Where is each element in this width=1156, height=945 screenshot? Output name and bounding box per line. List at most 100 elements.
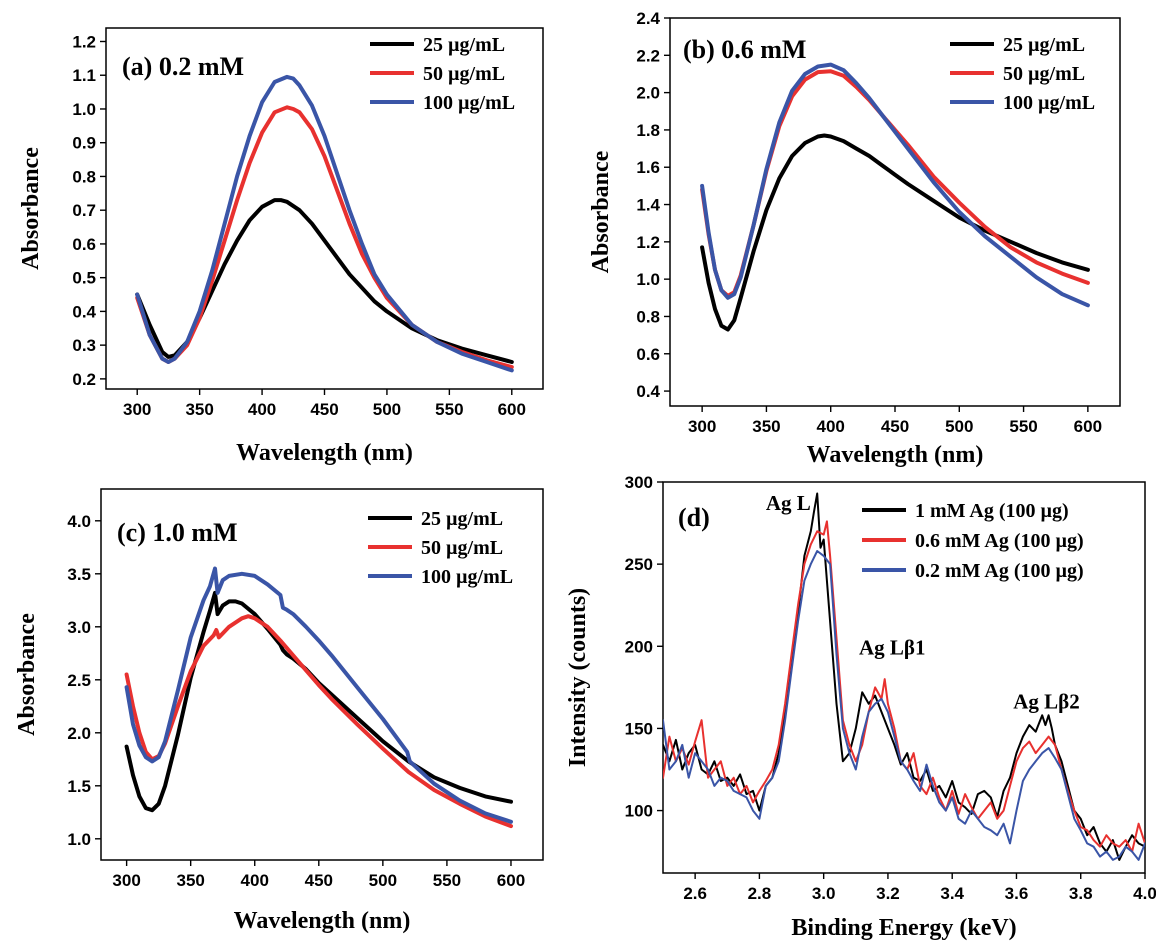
chart-panel-d: 2.6 2.8 3.0 3.2 3.4 3.6 3.8 4.0 100 150 200 250 300 B…: [565, 473, 1156, 941]
x-tick-label: 600: [497, 871, 525, 890]
x-axis-label: Wavelength (nm): [807, 442, 984, 468]
x-axis-label: Wavelength (nm): [234, 908, 411, 934]
y-tick-label: 1.2: [72, 32, 96, 51]
x-tick-label: 450: [305, 871, 333, 890]
y-tick-label: 0.4: [636, 382, 660, 401]
x-tick-label: 3.6: [1005, 884, 1029, 903]
y-tick-label: 1.1: [72, 66, 96, 85]
x-tick-label: 3.8: [1069, 884, 1093, 903]
y-tick-label: 0.7: [72, 201, 96, 220]
y-axis-label: Absorbance: [14, 613, 40, 736]
legend-label: 25 µg/mL: [1003, 34, 1085, 56]
series-line-d-0: [663, 492, 1145, 861]
x-tick-label: 550: [433, 871, 461, 890]
y-tick-label: 1.0: [67, 830, 91, 849]
y-tick-label: 1.2: [636, 233, 660, 252]
x-tick-label: 3.0: [812, 884, 836, 903]
x-tick-label: 400: [817, 417, 845, 436]
x-tick-label: 500: [373, 400, 401, 419]
y-tick-label: 2.5: [67, 671, 91, 690]
x-tick-label: 2.8: [748, 884, 772, 903]
x-tick-label: 300: [112, 871, 140, 890]
x-tick-label: 300: [123, 400, 151, 419]
x-tick-label: 450: [881, 417, 909, 436]
y-tick-label: 1.4: [636, 196, 660, 215]
y-tick-label: 0.8: [72, 167, 96, 186]
chart-panel-c: 300 350 400 450 500 550 600 1.0 1.5 2.0 2.5 3.0 3.5 4…: [14, 488, 544, 934]
legend-label: 100 µg/mL: [423, 92, 515, 114]
y-tick-label: 100: [625, 802, 653, 821]
series-line-b-2: [700, 62, 1090, 308]
x-tick-label: 600: [1074, 417, 1102, 436]
y-axis-label: Intensity (counts): [565, 588, 591, 767]
x-tick-label: 500: [945, 417, 973, 436]
x-tick-label: 350: [752, 417, 780, 436]
y-tick-label: 0.6: [636, 345, 660, 364]
series-line-c-0: [124, 590, 513, 813]
y-axis-label: Absorbance: [588, 150, 614, 273]
y-tick-label: 0.3: [72, 336, 96, 355]
legend-label: 25 µg/mL: [421, 508, 503, 530]
panel-title: (d): [678, 503, 710, 532]
plot-frame: [100, 488, 544, 861]
legend-label: 0.6 mM Ag (100 µg): [915, 530, 1084, 552]
series-line-a-2: [135, 74, 514, 373]
chart-panel-b: 300 350 400 450 500 550 600 0.4 0.6 0.8 1.0 1.2 1.4 1…: [588, 9, 1121, 468]
legend: 25 µg/mL 50 µg/mL 100 µg/mL: [370, 34, 515, 114]
x-axis-label: Binding Energy (keV): [791, 915, 1016, 941]
x-tick-label: 500: [369, 871, 397, 890]
legend-label: 100 µg/mL: [1003, 92, 1095, 114]
y-tick-label: 1.0: [636, 270, 660, 289]
x-tick-label: 300: [688, 417, 716, 436]
y-tick-label: 2.2: [636, 46, 660, 65]
x-tick-label: 3.4: [940, 884, 964, 903]
x-tick-label: 2.6: [683, 884, 707, 903]
peak-annotation: Ag Lβ2: [1013, 690, 1080, 714]
series-line-a-0: [135, 198, 514, 364]
legend: 1 mM Ag (100 µg) 0.6 mM Ag (100 µg) 0.2 mM…: [862, 500, 1084, 582]
legend-label: 50 µg/mL: [421, 537, 503, 559]
legend: 25 µg/mL 50 µg/mL 100 µg/mL: [368, 508, 513, 588]
x-axis-label: Wavelength (nm): [236, 440, 413, 466]
x-tick-label: 4.0: [1133, 884, 1156, 903]
x-tick-label: 400: [248, 400, 276, 419]
y-tick-label: 1.5: [67, 777, 91, 796]
x-tick-label: 550: [1009, 417, 1037, 436]
x-tick-label: 350: [176, 871, 204, 890]
y-tick-label: 2.4: [636, 9, 660, 28]
series-line-b-0: [700, 133, 1090, 332]
legend-label: 100 µg/mL: [421, 566, 513, 588]
y-tick-label: 4.0: [67, 512, 91, 531]
y-tick-label: 1.0: [72, 100, 96, 119]
legend-label: 0.2 mM Ag (100 µg): [915, 560, 1084, 582]
x-tick-label: 600: [498, 400, 526, 419]
y-tick-label: 0.8: [636, 307, 660, 326]
legend-label: 50 µg/mL: [1003, 63, 1085, 85]
x-tick-label: 450: [310, 400, 338, 419]
y-tick-label: 3.0: [67, 618, 91, 637]
y-axis-label: Absorbance: [18, 147, 44, 270]
y-tick-label: 2.0: [67, 724, 91, 743]
y-tick-label: 150: [625, 719, 653, 738]
series-line-d-2: [663, 550, 1145, 861]
y-tick-label: 300: [625, 473, 653, 492]
x-tick-label: 400: [241, 871, 269, 890]
y-tick-label: 0.5: [72, 269, 96, 288]
legend-label: 25 µg/mL: [423, 34, 505, 56]
y-tick-label: 1.8: [636, 121, 660, 140]
y-tick-label: 3.5: [67, 565, 91, 584]
y-tick-label: 200: [625, 637, 653, 656]
panel-title: (b) 0.6 mM: [683, 35, 806, 64]
y-tick-label: 0.9: [72, 134, 96, 153]
x-tick-label: 550: [435, 400, 463, 419]
series-line-c-2: [124, 566, 513, 824]
x-tick-label: 3.2: [876, 884, 900, 903]
y-tick-label: 250: [625, 555, 653, 574]
legend-label: 50 µg/mL: [423, 63, 505, 85]
peak-annotation: Ag L: [766, 491, 811, 515]
y-tick-label: 0.6: [72, 235, 96, 254]
y-tick-label: 2.0: [636, 84, 660, 103]
panel-title: (a) 0.2 mM: [122, 52, 244, 81]
y-tick-label: 0.4: [72, 302, 96, 321]
